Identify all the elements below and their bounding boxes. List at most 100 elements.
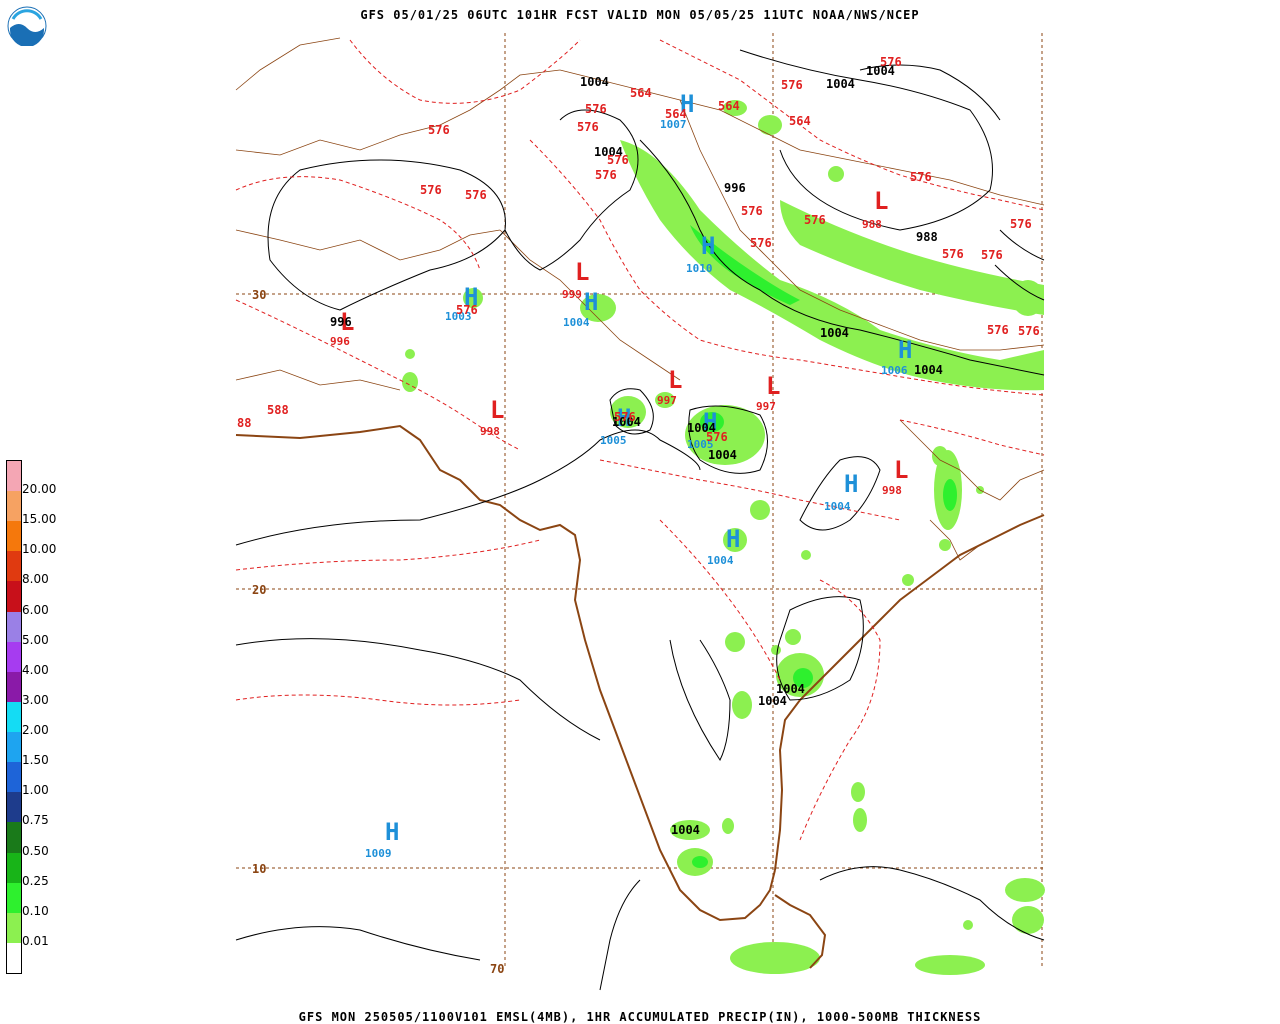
svg-text:576: 576 — [741, 204, 763, 218]
svg-text:576: 576 — [456, 303, 478, 317]
high-marker: H — [385, 818, 399, 846]
svg-text:576: 576 — [607, 153, 629, 167]
lon-label-70: 70 — [490, 962, 504, 976]
coastline — [235, 424, 1045, 969]
noaa-logo — [7, 6, 47, 46]
high-value: 1005 — [687, 438, 714, 451]
low-value: 998 — [882, 484, 902, 497]
svg-text:576: 576 — [428, 123, 450, 137]
svg-text:576: 576 — [987, 323, 1009, 337]
svg-text:576: 576 — [595, 168, 617, 182]
high-centers: H 1007 H 1003 H 1004 H 1010 H 1005 H 100… — [365, 90, 912, 860]
high-marker: H — [584, 288, 598, 316]
svg-text:576: 576 — [1010, 217, 1032, 231]
legend-swatch — [7, 461, 21, 492]
low-marker: L — [766, 372, 780, 400]
legend-swatch — [7, 581, 21, 612]
thickness-labels: 564 576 576 576 564 576 576 576 576 576 … — [237, 55, 1040, 444]
legend-label: 3.00 — [22, 692, 49, 707]
svg-text:576: 576 — [910, 170, 932, 184]
legend-swatch — [7, 882, 21, 913]
low-value: 997 — [756, 400, 776, 413]
high-value: 1006 — [881, 364, 908, 377]
legend-swatch — [7, 942, 21, 973]
low-marker: L — [340, 308, 354, 336]
map-title: GFS 05/01/25 06UTC 101HR FCST VALID MON … — [360, 8, 920, 22]
legend-swatch — [7, 792, 21, 823]
high-marker: H — [844, 470, 858, 498]
legend-swatch — [7, 671, 21, 702]
legend-label: 0.25 — [22, 873, 49, 888]
legend-swatch — [7, 852, 21, 883]
high-marker: H — [617, 404, 631, 432]
svg-text:988: 988 — [916, 230, 938, 244]
svg-text:576: 576 — [781, 78, 803, 92]
borders — [235, 37, 1045, 561]
legend-label: 1.00 — [22, 783, 49, 798]
high-value: 1007 — [660, 118, 687, 131]
legend-label: 8.00 — [22, 572, 49, 587]
svg-text:1004: 1004 — [826, 77, 855, 91]
lat-label-20: 20 — [252, 583, 266, 597]
svg-text:1004: 1004 — [776, 682, 805, 696]
svg-text:564: 564 — [789, 114, 811, 128]
legend-label: 6.00 — [22, 602, 49, 617]
low-value: 999 — [562, 288, 582, 301]
low-value: 996 — [330, 335, 350, 348]
svg-text:576: 576 — [465, 188, 487, 202]
svg-text:1004: 1004 — [612, 415, 641, 429]
legend-label: 10.00 — [22, 542, 57, 557]
legend-swatch — [7, 912, 21, 943]
low-value: 997 — [657, 394, 677, 407]
high-marker: H — [464, 283, 478, 311]
high-marker: H — [680, 90, 694, 118]
legend-swatch — [7, 641, 21, 672]
svg-text:1004: 1004 — [580, 75, 609, 89]
low-centers: L 996 L 999 L 998 L 997 L 997 L 988 L 99… — [330, 187, 908, 497]
legend-swatch — [7, 551, 21, 582]
legend-swatch — [7, 732, 21, 763]
svg-text:1004: 1004 — [594, 145, 623, 159]
legend-label: 1.50 — [22, 753, 49, 768]
isobar-labels: 1004 1004 996 1004 988 1004 1004 1004 99… — [330, 64, 943, 837]
high-marker: H — [701, 232, 715, 260]
svg-text:564: 564 — [630, 86, 652, 100]
legend-swatch — [7, 611, 21, 642]
legend-label: 2.00 — [22, 723, 49, 738]
svg-text:1004: 1004 — [820, 326, 849, 340]
high-value: 1004 — [824, 500, 851, 513]
svg-text:576: 576 — [614, 410, 636, 424]
svg-text:576: 576 — [1018, 324, 1040, 338]
legend-swatch — [7, 762, 21, 793]
svg-text:996: 996 — [724, 181, 746, 195]
svg-text:576: 576 — [706, 430, 728, 444]
legend-swatch — [7, 491, 21, 522]
high-value: 1004 — [563, 316, 590, 329]
high-marker: H — [898, 336, 912, 364]
svg-text:576: 576 — [585, 102, 607, 116]
legend-label: 0.01 — [22, 933, 49, 948]
svg-text:1004: 1004 — [758, 694, 787, 708]
svg-text:1004: 1004 — [866, 64, 895, 78]
lat-label-30: 30 — [252, 288, 266, 302]
svg-text:1004: 1004 — [687, 421, 716, 435]
svg-text:576: 576 — [750, 236, 772, 250]
legend-swatch — [7, 701, 21, 733]
lat-label-10: 10 — [252, 862, 266, 876]
legend-label: 0.75 — [22, 813, 49, 828]
high-value: 1005 — [600, 434, 627, 447]
legend-swatch — [7, 521, 21, 552]
high-value: 1010 — [686, 262, 713, 275]
svg-text:576: 576 — [942, 247, 964, 261]
svg-text:564: 564 — [665, 107, 687, 121]
low-marker: L — [874, 187, 888, 215]
high-value: 1004 — [707, 554, 734, 567]
high-marker: H — [726, 525, 740, 553]
high-value: 1003 — [445, 310, 472, 323]
low-value: 998 — [480, 425, 500, 438]
thickness-contours — [235, 39, 1045, 841]
svg-text:588: 588 — [267, 403, 289, 417]
legend-label: 20.00 — [22, 482, 57, 497]
legend-label: 4.00 — [22, 662, 49, 677]
